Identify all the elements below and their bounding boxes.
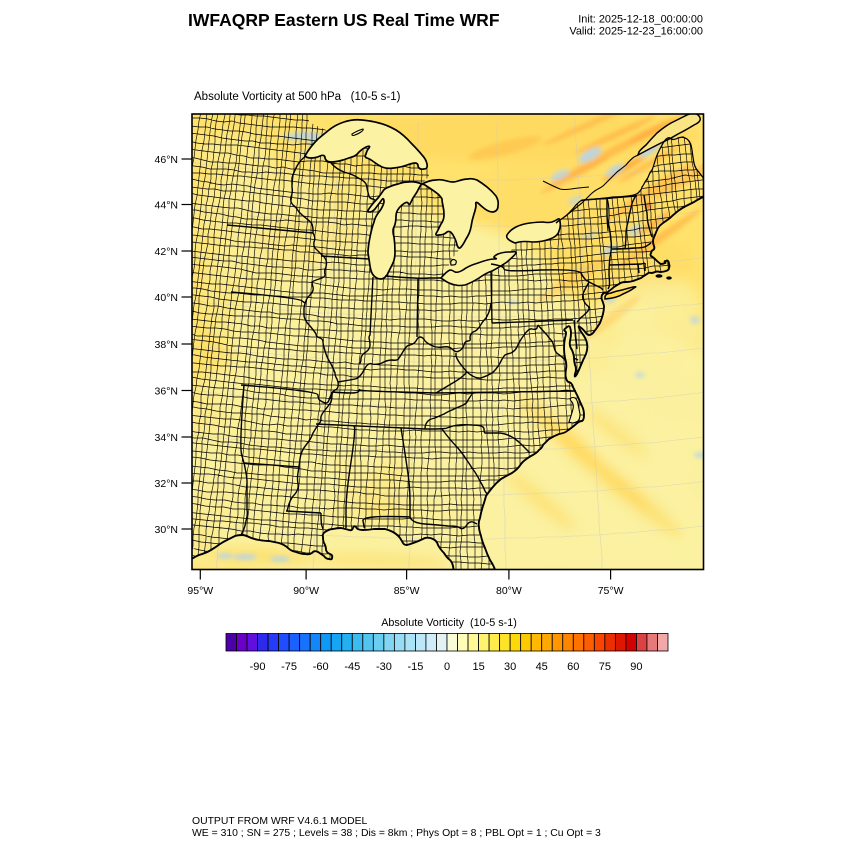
svg-text:75°W: 75°W: [598, 585, 624, 597]
svg-text:75: 75: [599, 661, 611, 673]
svg-text:Valid: 2025-12-23_16:00:00: Valid: 2025-12-23_16:00:00: [569, 26, 703, 38]
svg-text:-15: -15: [407, 661, 423, 673]
svg-text:-45: -45: [344, 661, 360, 673]
svg-text:15: 15: [472, 661, 484, 673]
svg-text:30°N: 30°N: [155, 524, 178, 536]
svg-text:36°N: 36°N: [155, 385, 178, 397]
svg-text:95°W: 95°W: [187, 585, 213, 597]
svg-text:OUTPUT FROM WRF V4.6.1 MODEL: OUTPUT FROM WRF V4.6.1 MODEL: [192, 816, 368, 827]
svg-text:90: 90: [630, 661, 642, 673]
svg-text:WE = 310 ; SN = 275 ; Levels =: WE = 310 ; SN = 275 ; Levels = 38 ; Dis …: [192, 828, 601, 839]
svg-text:85°W: 85°W: [394, 585, 420, 597]
svg-text:30: 30: [504, 661, 516, 673]
svg-text:40°N: 40°N: [155, 292, 178, 304]
svg-text:Init: 2025-12-18_00:00:00: Init: 2025-12-18_00:00:00: [578, 14, 703, 26]
svg-text:32°N: 32°N: [155, 478, 178, 490]
svg-text:34°N: 34°N: [155, 432, 178, 444]
svg-text:-60: -60: [313, 661, 329, 673]
svg-text:46°N: 46°N: [155, 154, 178, 166]
svg-text:80°W: 80°W: [496, 585, 522, 597]
svg-text:-90: -90: [250, 661, 266, 673]
svg-text:38°N: 38°N: [155, 339, 178, 351]
svg-text:90°W: 90°W: [293, 585, 319, 597]
svg-text:-75: -75: [281, 661, 297, 673]
svg-text:60: 60: [567, 661, 579, 673]
svg-text:45: 45: [536, 661, 548, 673]
svg-text:Absolute Vorticity (10-5 s-1): Absolute Vorticity (10-5 s-1): [381, 617, 517, 629]
svg-text:44°N: 44°N: [155, 199, 178, 211]
svg-text:IWFAQRP Eastern US Real Time W: IWFAQRP Eastern US Real Time WRF: [188, 10, 500, 30]
svg-text:-30: -30: [376, 661, 392, 673]
svg-text:42°N: 42°N: [155, 246, 178, 258]
svg-text:Absolute Vorticity at 500 hPa: Absolute Vorticity at 500 hPa (10-5 s-1): [194, 91, 401, 103]
svg-text:0: 0: [444, 661, 450, 673]
